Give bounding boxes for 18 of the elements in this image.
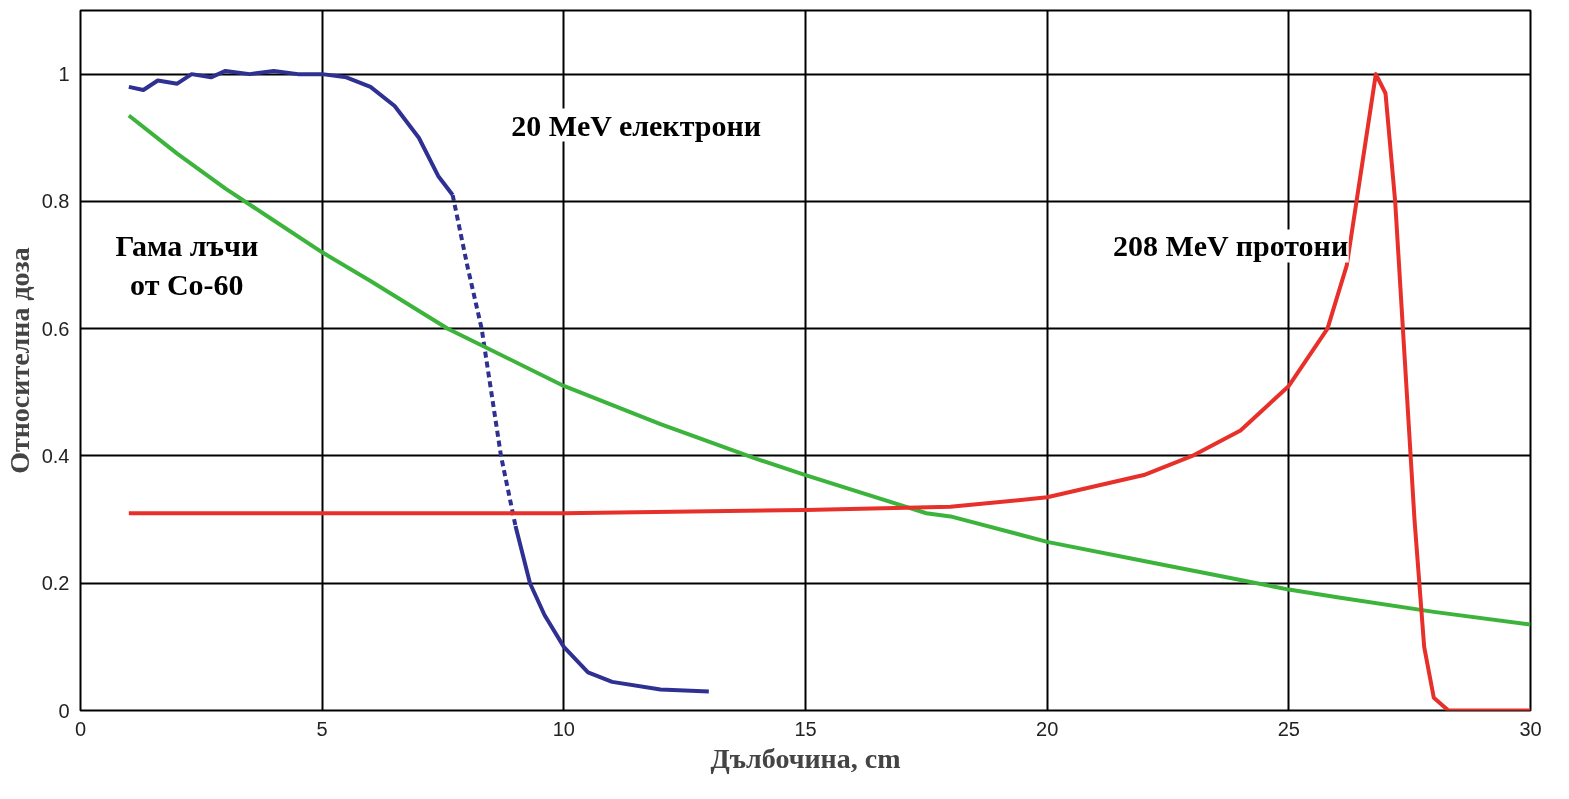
- y-tick-label: 1: [58, 63, 70, 86]
- y-axis-title: Относителна доза: [3, 247, 35, 474]
- x-axis-title: Дълбочина, cm: [710, 742, 901, 774]
- x-tick-label: 10: [552, 717, 575, 740]
- annotation: 208 MeV протони: [1112, 229, 1349, 263]
- annotation: 20 MeV електрони: [511, 108, 761, 142]
- x-tick-label: 5: [316, 717, 328, 740]
- x-tick-label: 0: [74, 717, 87, 740]
- y-tick-label: 0.4: [41, 444, 70, 467]
- x-tick-label: 25: [1277, 717, 1300, 740]
- y-tick-label: 0.6: [41, 317, 70, 340]
- y-tick-label: 0: [58, 699, 70, 722]
- y-tick-label: 0.8: [41, 190, 70, 213]
- annotation: Гама лъчи от Co-60: [115, 228, 259, 302]
- x-tick-label: 30: [1519, 717, 1542, 740]
- x-tick-label: 15: [794, 717, 817, 740]
- y-tick-label: 0.2: [41, 572, 70, 595]
- x-tick-label: 20: [1036, 717, 1059, 740]
